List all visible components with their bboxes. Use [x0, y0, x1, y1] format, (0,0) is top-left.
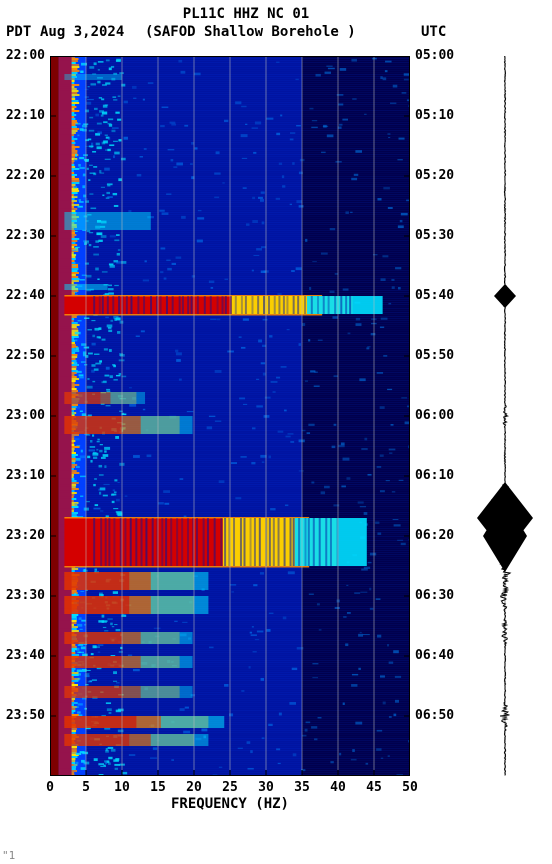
xtick: 5	[82, 780, 90, 795]
ytick-left: 22:20	[0, 168, 45, 183]
ytick-left: 23:30	[0, 588, 45, 603]
ytick-right: 06:30	[415, 588, 454, 603]
ytick-right: 06:40	[415, 648, 454, 663]
xtick: 30	[258, 780, 274, 795]
ytick-right: 05:20	[415, 168, 454, 183]
ytick-left: 23:40	[0, 648, 45, 663]
xtick: 50	[402, 780, 418, 795]
ytick-right: 05:10	[415, 108, 454, 123]
ytick-left: 23:20	[0, 528, 45, 543]
ytick-right: 06:20	[415, 528, 454, 543]
xtick: 40	[330, 780, 346, 795]
ytick-right: 05:50	[415, 348, 454, 363]
ytick-right: 06:50	[415, 708, 454, 723]
seismogram-trace	[475, 56, 535, 776]
ytick-right: 06:10	[415, 468, 454, 483]
ytick-left: 23:10	[0, 468, 45, 483]
xtick: 0	[46, 780, 54, 795]
xtick: 10	[114, 780, 130, 795]
ytick-left: 22:40	[0, 288, 45, 303]
tz-left-label: PDT	[6, 24, 31, 40]
xtick: 25	[222, 780, 238, 795]
ytick-left: 22:10	[0, 108, 45, 123]
corner-mark: "1	[2, 849, 15, 862]
ytick-left: 23:00	[0, 408, 45, 423]
spectrogram	[50, 56, 410, 776]
ytick-left: 22:30	[0, 228, 45, 243]
ytick-left: 23:50	[0, 708, 45, 723]
xtick: 15	[150, 780, 166, 795]
ytick-right: 05:40	[415, 288, 454, 303]
station-label: (SAFOD Shallow Borehole )	[145, 24, 356, 40]
tz-right-label: UTC	[421, 24, 446, 40]
xtick: 45	[366, 780, 382, 795]
ytick-left: 22:00	[0, 48, 45, 63]
date-label: Aug 3,2024	[40, 24, 124, 40]
x-axis-label: FREQUENCY (HZ)	[50, 796, 410, 812]
ytick-right: 05:00	[415, 48, 454, 63]
ytick-right: 05:30	[415, 228, 454, 243]
chart-title: PL11C HHZ NC 01	[0, 6, 492, 22]
xtick: 35	[294, 780, 310, 795]
xtick: 20	[186, 780, 202, 795]
ytick-right: 06:00	[415, 408, 454, 423]
ytick-left: 22:50	[0, 348, 45, 363]
